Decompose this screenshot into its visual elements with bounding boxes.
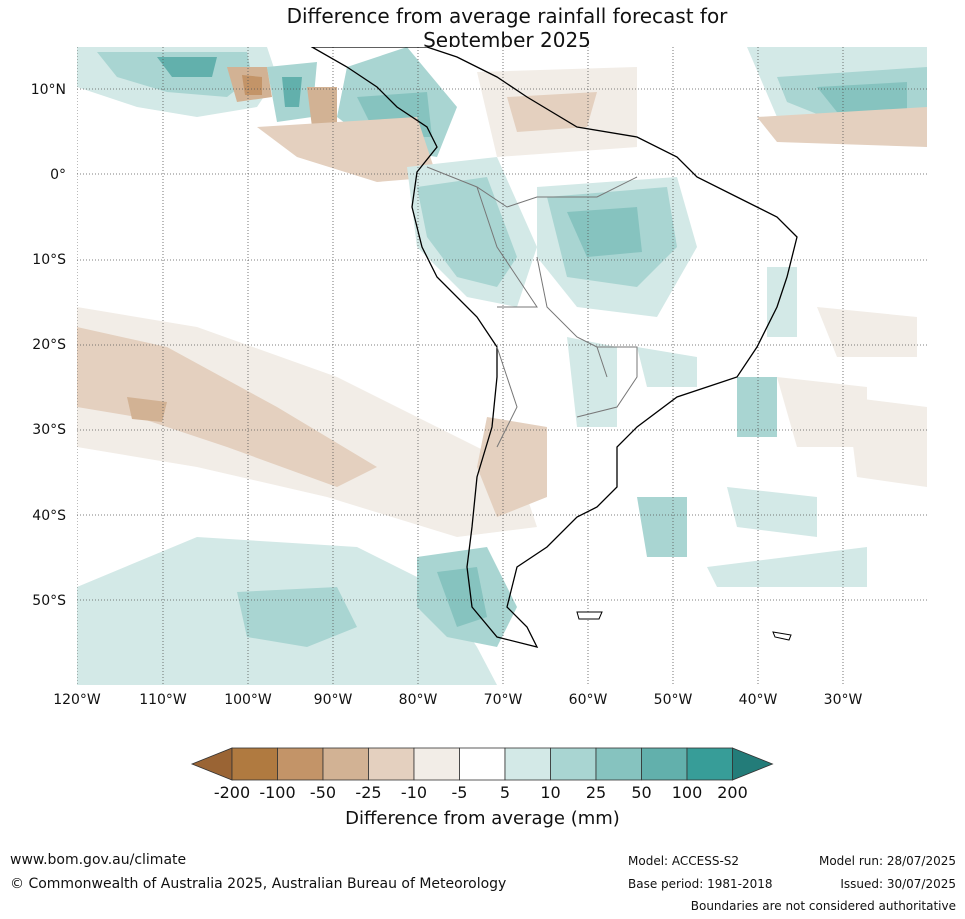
colorbar-tick-label: -200 [213, 783, 251, 802]
colorbar-tick-label: -50 [309, 783, 337, 802]
colorbar-cell [277, 747, 324, 781]
anomaly-shading [77, 47, 927, 685]
colorbar-tick-label: -5 [451, 783, 468, 802]
footer-issued: Issued: 30/07/2025 [840, 877, 956, 891]
lon-label-40w: 40°W [738, 692, 778, 708]
colorbar-extend-low [190, 747, 233, 781]
lon-label-120w: 120°W [53, 692, 101, 708]
lat-label-50s: 50°S [32, 593, 66, 609]
colorbar-cell [368, 747, 415, 781]
lat-label-10n: 10°N [30, 82, 66, 98]
colorbar-tick-label: 100 [671, 783, 703, 802]
lon-label-80w: 80°W [398, 692, 438, 708]
lat-label-10s: 10°S [32, 252, 66, 268]
colorbar-tick-label: -100 [259, 783, 296, 802]
colorbar-title: Difference from average (mm) [345, 808, 620, 829]
country-borders [426, 166, 638, 448]
lat-label-30s: 30°S [32, 422, 66, 438]
footer-disclaimer: Boundaries are not considered authoritat… [690, 899, 956, 913]
colorbar-cell [231, 747, 278, 781]
graticule [77, 47, 927, 685]
lon-label-30w: 30°W [823, 692, 863, 708]
footer-url[interactable]: www.bom.gov.au/climate [10, 852, 187, 868]
falkland-islands [576, 611, 603, 620]
colorbar-tick-label: -25 [355, 783, 382, 802]
colorbar-cell [595, 747, 642, 781]
map-panel [77, 47, 927, 685]
colorbar-cell [413, 747, 460, 781]
colorbar [190, 747, 774, 781]
colorbar-tick-label: 10 [540, 783, 561, 802]
colorbar-cell [459, 747, 506, 781]
colorbar-cell [322, 747, 369, 781]
lat-label-40s: 40°S [32, 508, 66, 524]
lon-label-90w: 90°W [313, 692, 353, 708]
colorbar-extend-high [732, 747, 774, 781]
footer-model: Model: ACCESS-S2 [628, 854, 740, 868]
south-america-coastline [310, 47, 798, 648]
footer-base-period: Base period: 1981-2018 [628, 877, 773, 891]
lon-label-50w: 50°W [653, 692, 693, 708]
colorbar-tick-label: 25 [585, 783, 607, 802]
lon-label-110w: 110°W [139, 692, 187, 708]
south-georgia-island [772, 631, 792, 641]
footer-model-run: Model run: 28/07/2025 [818, 854, 956, 868]
rainfall-map [77, 47, 927, 685]
colorbar-tick-label: 5 [499, 783, 511, 802]
colorbar-tick-label: -10 [400, 783, 428, 802]
title-line-1: Difference from average rainfall forecas… [286, 4, 728, 28]
colorbar-cell [686, 747, 733, 781]
colorbar-tick-label: 50 [631, 783, 652, 802]
colorbar-cell [641, 747, 688, 781]
lon-label-60w: 60°W [568, 692, 608, 708]
colorbar-tick-label: 200 [717, 783, 748, 802]
lon-label-100w: 100°W [224, 692, 272, 708]
lon-label-70w: 70°W [483, 692, 523, 708]
lat-label-20s: 20°S [32, 337, 66, 353]
colorbar-cell [504, 747, 551, 781]
colorbar-cell [550, 747, 597, 781]
footer-copyright: © Commonwealth of Australia 2025, Austra… [10, 876, 507, 892]
map-title: Difference from average rainfall forecas… [0, 4, 965, 52]
lat-label-0: 0° [50, 167, 66, 183]
